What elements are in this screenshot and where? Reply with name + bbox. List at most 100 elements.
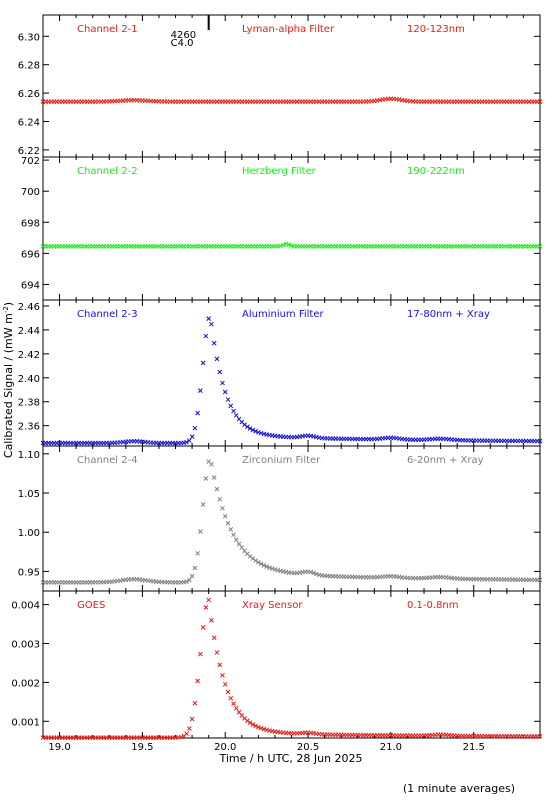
data-point (200, 625, 206, 630)
data-point (256, 559, 261, 565)
data-point (269, 566, 275, 571)
data-point (203, 476, 209, 481)
panel-frame (42, 590, 541, 739)
y-tick-label: 702 (21, 156, 40, 167)
data-point (222, 389, 228, 395)
data-point (247, 426, 253, 431)
data-point (225, 689, 231, 695)
data-point (233, 537, 239, 542)
data-point (189, 716, 195, 722)
x-axis-title: Time / h UTC, 28 Jun 2025 (218, 752, 362, 765)
data-point (228, 527, 234, 532)
panel-filter-label: Zirconium Filter (242, 455, 321, 466)
y-tick-label: 2.44 (18, 326, 40, 337)
data-point (537, 438, 543, 444)
panel-filter-label: Herzberg Filter (242, 166, 317, 177)
data-point (222, 681, 228, 687)
panel-4: 0.95 1.00 1.05 1.10 Channel 2-4 Zirconium Fil… (18, 445, 543, 592)
panels: 6.22 6.24 6.26 6.28 6.30 Channel 2-1 Lyman-alp… (11, 14, 543, 753)
data-point (242, 422, 247, 428)
data-point (200, 502, 206, 507)
y-tick-label: 1.05 (18, 489, 40, 500)
data-point (231, 408, 236, 414)
data-point (308, 569, 314, 575)
data-point (313, 571, 319, 577)
panel-3: 2.36 2.38 2.40 2.42 2.44 2.46 Channel 2-3 Alumi… (18, 299, 543, 447)
data-point (214, 486, 220, 492)
data-point (236, 541, 242, 547)
y-tick-label: 694 (21, 280, 40, 291)
data-point (184, 579, 189, 584)
panel-5: 0.001 0.002 0.003 0.004 GOES Xray Sensor 0.1-0… (11, 590, 543, 753)
data-point (236, 416, 242, 422)
panel-2: 694 696 698 700 702 Channel 2-2 Herzberg Filte… (21, 156, 543, 301)
panel-filter-label: Xray Sensor (242, 600, 303, 611)
data-point (206, 597, 212, 603)
data-point (186, 577, 192, 583)
data-point (537, 244, 543, 249)
data-point (228, 695, 234, 701)
panel-band-label: 6-20nm + Xray (407, 455, 484, 466)
data-point (256, 724, 261, 730)
data-point (195, 551, 200, 556)
y-tick-label: 0.004 (11, 601, 40, 612)
panel-filter-label: Aluminium Filter (242, 309, 325, 320)
data-point (189, 573, 195, 579)
data-point (256, 429, 261, 435)
data-point (250, 722, 256, 727)
data-point (178, 734, 184, 740)
y-tick-label: 6.22 (18, 146, 40, 157)
data-point (231, 701, 236, 707)
data-point (244, 424, 250, 430)
panel-band-label: 0.1-0.8nm (407, 600, 459, 611)
panel-frame (42, 445, 541, 592)
data-point (222, 513, 228, 519)
data-point (192, 700, 198, 706)
panel-filter-label: Lyman-alpha Filter (242, 24, 335, 35)
panel-band-label: 190-222nm (407, 166, 465, 177)
data-point (537, 577, 543, 583)
data-point (198, 529, 203, 534)
data-point (225, 520, 231, 526)
data-point (253, 558, 258, 563)
data-point (214, 356, 220, 362)
data-point (209, 461, 214, 467)
data-point (267, 565, 272, 570)
series-points (40, 459, 543, 585)
data-point (244, 551, 250, 557)
data-point (311, 570, 316, 576)
data-point (211, 340, 217, 346)
y-axis-title-main: Calibrated Signal / (mW m (2, 313, 15, 458)
panel-channel-label: GOES (77, 600, 105, 611)
data-point (244, 718, 250, 724)
data-point (192, 425, 198, 431)
data-point (537, 99, 543, 104)
data-point (253, 428, 258, 434)
y-tick-label: 6.30 (18, 32, 40, 43)
panel-frame (42, 156, 541, 301)
data-point (211, 475, 217, 480)
data-point (278, 243, 283, 249)
data-point (236, 709, 242, 715)
y-tick-label: 2.42 (18, 350, 40, 361)
data-point (247, 720, 253, 726)
panel-1: 6.22 6.24 6.26 6.28 6.30 Channel 2-1 Lyman-alp… (18, 14, 543, 158)
series-points (40, 597, 543, 740)
panel-channel-label: Channel 2-4 (77, 455, 138, 466)
panel-channel-label: Channel 2-1 (77, 24, 138, 35)
x-tick-label: 20.0 (214, 742, 236, 753)
y-tick-label: 698 (21, 218, 40, 229)
data-point (537, 734, 543, 739)
data-point (217, 369, 223, 375)
y-tick-label: 700 (21, 187, 40, 198)
data-point (239, 419, 245, 425)
data-point (198, 388, 203, 393)
y-tick-label: 2.36 (18, 422, 40, 433)
data-point (264, 564, 270, 569)
data-point (286, 242, 292, 247)
data-point (186, 726, 192, 731)
data-point (209, 618, 214, 623)
y-tick-label: 1.00 (18, 528, 40, 539)
y-axis-title-tail: ) (2, 302, 15, 306)
